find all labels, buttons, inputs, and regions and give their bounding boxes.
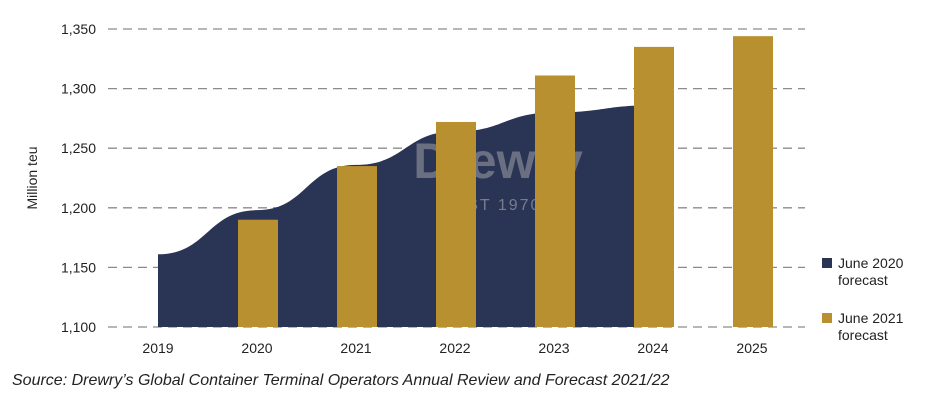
x-tick-label: 2023 (538, 340, 569, 356)
area-june-2020-forecast (158, 105, 653, 328)
bar-2023 (535, 75, 575, 327)
x-tick-label: 2019 (142, 340, 173, 356)
x-axis-ticks: 2019 2020 2021 2022 2023 2024 2025 (142, 340, 767, 356)
x-tick-label: 2021 (340, 340, 371, 356)
legend-swatch (822, 258, 832, 268)
source-caption: Source: Drewry’s Global Container Termin… (12, 372, 670, 389)
legend-label: June 2020 (838, 255, 904, 271)
y-tick-label: 1,250 (61, 140, 96, 156)
y-tick-label: 1,350 (61, 21, 96, 37)
legend-swatch (822, 313, 832, 323)
y-tick-label: 1,200 (61, 200, 96, 216)
x-tick-label: 2022 (439, 340, 470, 356)
y-tick-label: 1,150 (61, 259, 96, 275)
y-axis-ticks: 1,100 1,150 1,200 1,250 1,300 1,350 (61, 21, 96, 335)
x-tick-label: 2025 (736, 340, 767, 356)
bar-2020 (238, 219, 278, 327)
bar-2021 (337, 166, 377, 327)
y-tick-label: 1,300 (61, 81, 96, 97)
legend-label: June 2021 (838, 310, 904, 326)
y-axis-label: Million teu (24, 146, 40, 209)
legend-label: forecast (838, 272, 888, 288)
x-tick-label: 2020 (241, 340, 272, 356)
series-june-2021-forecast (238, 36, 773, 327)
y-tick-label: 1,100 (61, 319, 96, 335)
legend-label: forecast (838, 327, 888, 343)
x-tick-label: 2024 (637, 340, 668, 356)
bar-2024 (634, 46, 674, 327)
bar-2022 (436, 121, 476, 327)
series-june-2020-forecast (158, 105, 653, 328)
bar-2025 (733, 36, 773, 327)
